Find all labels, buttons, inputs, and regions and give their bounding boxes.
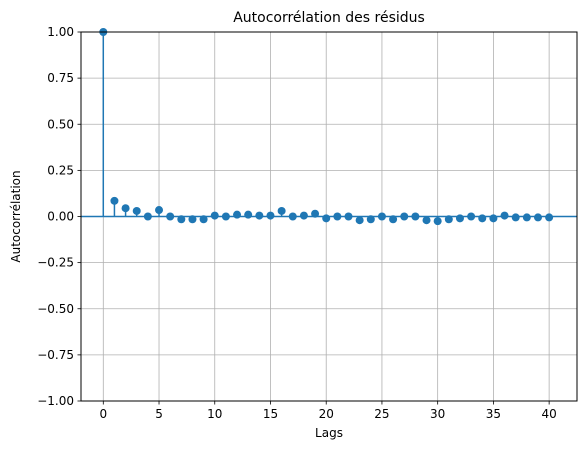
x-tick-label: 20 <box>319 407 334 421</box>
ticks: 0 5 10 15 20 25 30 35 40 −1.00 −0.75 −0.50 −0.25 0.00… <box>37 25 557 421</box>
acf-point <box>177 215 186 224</box>
acf-point <box>444 215 453 224</box>
acf-point <box>344 212 353 221</box>
acf-point <box>355 216 364 225</box>
acf-point <box>221 212 230 221</box>
y-tick-label: 0.50 <box>47 117 74 131</box>
y-tick-label: −0.75 <box>37 348 74 362</box>
points <box>99 28 554 226</box>
y-tick-label: −0.50 <box>37 302 74 316</box>
acf-point <box>199 215 208 224</box>
acf-point <box>389 215 398 224</box>
acf-point <box>500 211 509 220</box>
y-tick-label: 0.75 <box>47 71 74 85</box>
y-tick-label: 1.00 <box>47 25 74 39</box>
acf-point <box>511 213 520 222</box>
x-tick-label: 25 <box>374 407 389 421</box>
acf-point <box>522 213 531 222</box>
acf-point <box>210 211 219 220</box>
chart-title: Autocorrélation des résidus <box>233 10 425 26</box>
acf-point <box>411 212 420 221</box>
acf-point <box>277 206 286 215</box>
x-axis-label: Lags <box>315 426 343 440</box>
acf-point <box>333 212 342 221</box>
acf-point <box>288 212 297 221</box>
acf-point <box>255 211 264 220</box>
x-tick-label: 0 <box>99 407 107 421</box>
acf-point <box>244 210 253 219</box>
acf-point <box>478 214 487 223</box>
acf-point <box>132 206 141 215</box>
acf-point <box>266 211 275 220</box>
y-tick-label: −0.25 <box>37 256 74 270</box>
acf-point <box>545 213 554 222</box>
y-tick-label: 0.25 <box>47 163 74 177</box>
acf-point <box>155 206 164 215</box>
acf-point <box>533 213 542 222</box>
acf-point <box>299 211 308 220</box>
acf-point <box>455 214 464 223</box>
acf-point <box>233 210 242 219</box>
x-tick-label: 40 <box>541 407 556 421</box>
acf-point <box>400 212 409 221</box>
acf-point <box>467 212 476 221</box>
acf-point <box>143 212 152 221</box>
x-tick-label: 35 <box>486 407 501 421</box>
y-tick-label: −1.00 <box>37 394 74 408</box>
acf-point <box>121 204 130 213</box>
acf-point <box>188 215 197 224</box>
acf-point <box>322 214 331 223</box>
acf-point <box>110 196 119 205</box>
y-tick-label: 0.00 <box>47 210 74 224</box>
acf-point <box>166 212 175 221</box>
acf-point <box>433 217 442 226</box>
acf-point <box>311 209 320 218</box>
acf-point <box>489 214 498 223</box>
x-tick-label: 15 <box>263 407 278 421</box>
x-tick-label: 30 <box>430 407 445 421</box>
acf-point <box>422 216 431 225</box>
acf-point <box>366 215 375 224</box>
y-axis-label: Autocorrélation <box>9 170 23 262</box>
x-tick-label: 10 <box>207 407 222 421</box>
acf-point <box>377 212 386 221</box>
x-tick-label: 5 <box>155 407 163 421</box>
